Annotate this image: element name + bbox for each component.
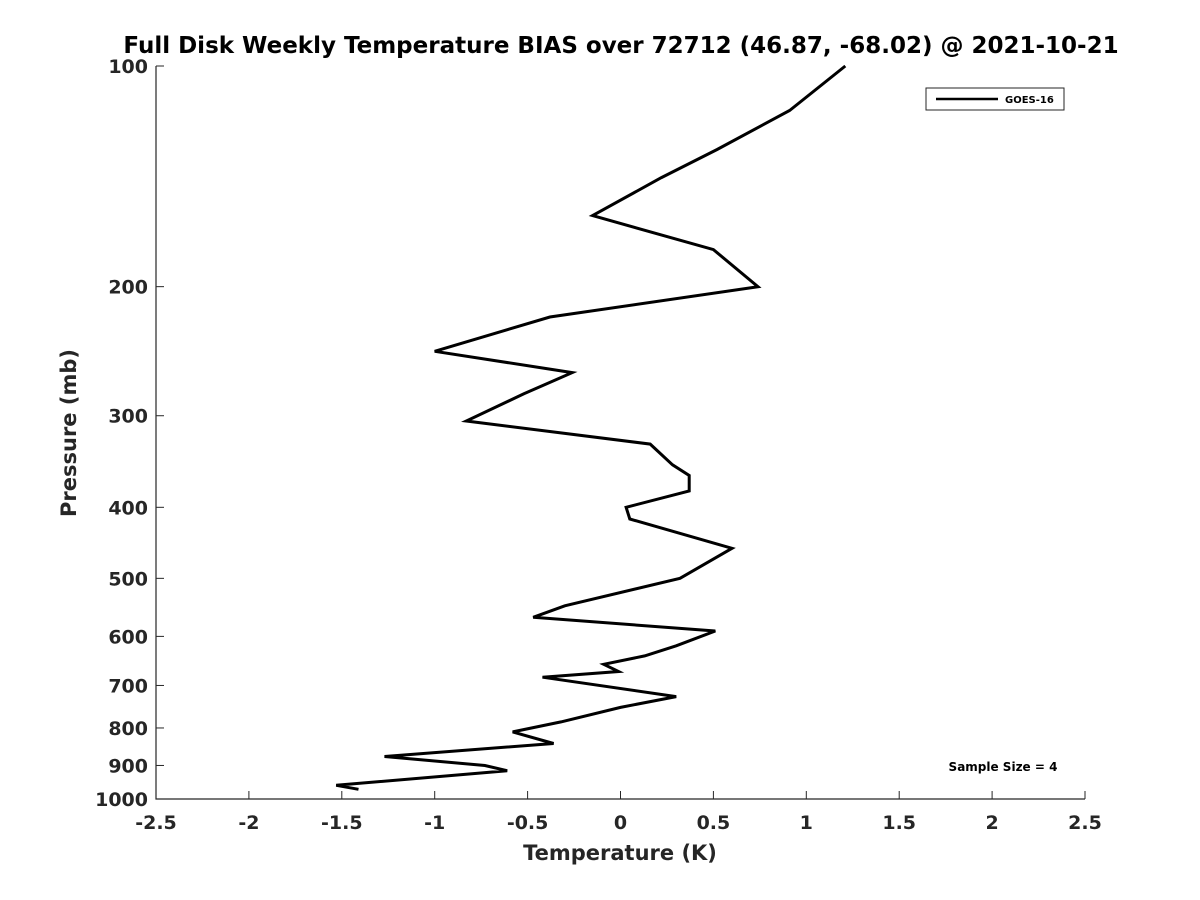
chart-title: Full Disk Weekly Temperature BIAS over 7… (123, 33, 1118, 59)
y-tick-label: 100 (108, 56, 148, 78)
y-axis-ticks: 100 200 300 400 500 600 700 800 900 1000 (95, 56, 164, 811)
y-tick-label: 1000 (95, 789, 148, 811)
legend: GOES-16 (925, 87, 1065, 111)
y-axis-label: Pressure (mb) (57, 349, 81, 517)
x-tick-label: 2.5 (1068, 812, 1102, 834)
y-tick-label: 600 (108, 626, 148, 648)
y-tick-label: 200 (108, 277, 148, 299)
sample-size-annotation: Sample Size = 4 (949, 760, 1058, 774)
x-tick-label: 0 (614, 812, 627, 834)
y-tick-label: 400 (108, 497, 148, 519)
y-tick-label: 800 (108, 718, 148, 740)
y-tick-label: 700 (108, 675, 148, 697)
x-tick-label: -1 (424, 812, 445, 834)
x-tick-label: 1.5 (882, 812, 916, 834)
x-tick-label: -2 (238, 812, 259, 834)
x-tick-label: -2.5 (135, 812, 177, 834)
x-axis-ticks: -2.5 -2 -1.5 -1 -0.5 0 0.5 1 1.5 2 2.5 (135, 791, 1102, 834)
y-tick-label: 300 (108, 406, 148, 428)
series-line-goes-16 (335, 64, 847, 791)
series-layer (335, 64, 847, 791)
x-tick-label: -0.5 (507, 812, 549, 834)
y-tick-label: 500 (108, 568, 148, 590)
x-axis-label: Temperature (K) (523, 841, 717, 865)
x-tick-label: 0.5 (697, 812, 731, 834)
x-tick-label: 1 (800, 812, 813, 834)
legend-label-goes16: GOES-16 (1005, 95, 1054, 106)
y-tick-label: 900 (108, 755, 148, 777)
x-tick-label: -1.5 (321, 812, 363, 834)
x-tick-label: 2 (985, 812, 998, 834)
